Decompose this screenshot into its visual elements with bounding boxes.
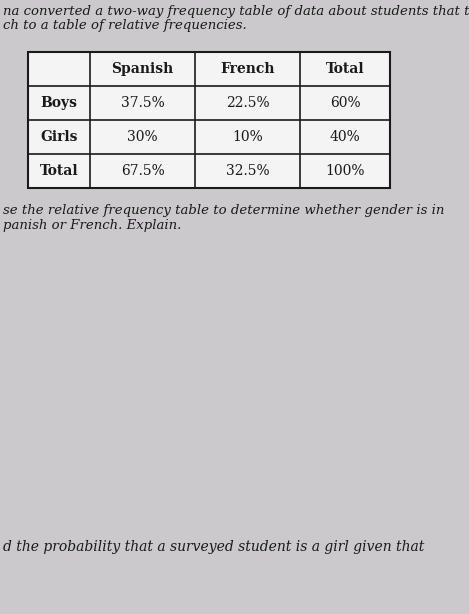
Text: 60%: 60%	[330, 96, 360, 110]
Text: French: French	[220, 62, 275, 76]
Text: ch to a table of relative frequencies.: ch to a table of relative frequencies.	[3, 19, 247, 32]
Text: 67.5%: 67.5%	[121, 164, 164, 178]
Text: 22.5%: 22.5%	[226, 96, 269, 110]
Text: Spanish: Spanish	[111, 62, 174, 76]
Bar	[28, 52, 390, 188]
Text: Boys: Boys	[40, 96, 77, 110]
Text: 100%: 100%	[325, 164, 365, 178]
Text: 10%: 10%	[232, 130, 263, 144]
Text: 40%: 40%	[330, 130, 360, 144]
Text: 37.5%: 37.5%	[121, 96, 164, 110]
Text: panish or French. Explain.: panish or French. Explain.	[3, 219, 182, 232]
Text: 30%: 30%	[127, 130, 158, 144]
Text: Girls: Girls	[40, 130, 78, 144]
Text: Total: Total	[325, 62, 364, 76]
Text: se the relative frequency table to determine whether gender is in: se the relative frequency table to deter…	[3, 204, 444, 217]
Text: 32.5%: 32.5%	[226, 164, 269, 178]
Text: Total: Total	[40, 164, 78, 178]
Text: d the probability that a surveyed student is a girl given that: d the probability that a surveyed studen…	[3, 540, 424, 554]
Text: na converted a two-way frequency table of data about students that t: na converted a two-way frequency table o…	[3, 5, 469, 18]
